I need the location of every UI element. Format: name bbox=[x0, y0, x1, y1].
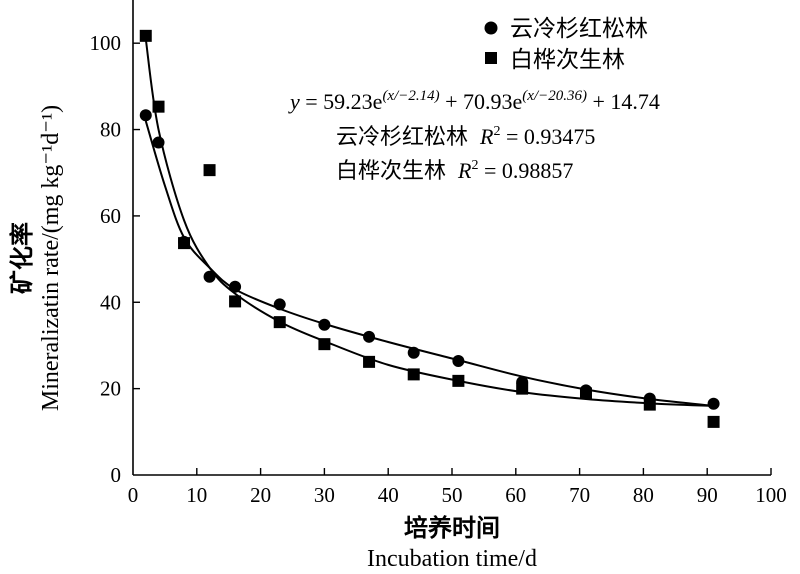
data-point-series-2 bbox=[318, 338, 331, 351]
fit-equation: y = 59.23e(x/−2.14) + 70.93e(x/−20.36) +… bbox=[288, 88, 660, 114]
legend-label-series-1: 云冷杉红松林 bbox=[510, 16, 648, 41]
data-point-series-2 bbox=[363, 355, 376, 368]
data-point-series-1 bbox=[318, 318, 331, 331]
r2-value-2: 0.98857 bbox=[502, 158, 574, 183]
r2-symbol-1: R bbox=[479, 124, 494, 149]
data-point-series-2 bbox=[452, 374, 465, 387]
y-tick-label: 100 bbox=[90, 31, 122, 55]
data-point-series-1 bbox=[229, 280, 242, 293]
y-axis-label-en: Mineralizatin rate/(mg kg⁻¹d⁻¹) bbox=[38, 105, 64, 411]
data-point-series-1 bbox=[139, 109, 152, 122]
legend: 云冷杉红松林 白桦次生林 bbox=[484, 16, 648, 72]
y-axis-label-cn: 矿化率 bbox=[8, 222, 36, 294]
data-point-series-1 bbox=[273, 298, 286, 311]
data-point-series-2 bbox=[139, 29, 152, 42]
x-tick-label: 100 bbox=[755, 483, 787, 507]
data-point-series-2 bbox=[643, 398, 656, 411]
data-points bbox=[139, 29, 720, 428]
data-point-series-2 bbox=[273, 316, 286, 329]
x-tick-label: 30 bbox=[314, 483, 335, 507]
equation-exponent-2: (x/−20.36) bbox=[522, 88, 587, 104]
axes: 0 10 20 30 40 50 60 70 80 90 100 0 20 40 60 80 100 bbox=[90, 0, 787, 507]
x-axis-label-en: Incubation time/d bbox=[367, 546, 537, 572]
equation-part-2: + 70.93e bbox=[440, 89, 523, 114]
data-point-series-2 bbox=[152, 100, 165, 113]
data-point-series-2 bbox=[229, 295, 242, 308]
equation-exponent-1: (x/−2.14) bbox=[382, 88, 439, 104]
r2-symbol-2: R bbox=[457, 158, 472, 183]
x-tick-label: 80 bbox=[633, 483, 654, 507]
data-point-series-1 bbox=[363, 330, 376, 343]
x-axis-label-cn: 培养时间 bbox=[404, 514, 500, 542]
data-point-series-1 bbox=[707, 397, 720, 410]
r2-equals-1: = bbox=[500, 124, 523, 149]
legend-label-series-2: 白桦次生林 bbox=[510, 47, 625, 72]
x-tick-label: 70 bbox=[569, 483, 590, 507]
y-tick-label: 20 bbox=[100, 377, 121, 401]
data-point-series-2 bbox=[516, 382, 529, 395]
r2-annotation-series-1: 云冷杉红松林 R2 = 0.93475 bbox=[336, 124, 595, 149]
equation-y: y bbox=[288, 89, 300, 114]
legend-marker-square bbox=[485, 52, 497, 64]
legend-marker-circle bbox=[484, 21, 498, 35]
data-point-series-1 bbox=[452, 355, 465, 367]
y-tick-label: 60 bbox=[100, 204, 121, 228]
x-tick-label: 90 bbox=[697, 483, 718, 507]
x-tick-label: 20 bbox=[250, 483, 271, 507]
data-point-series-2 bbox=[178, 237, 191, 250]
r2-superscript-1: 2 bbox=[493, 124, 500, 139]
data-point-series-1 bbox=[203, 270, 216, 283]
data-point-series-2 bbox=[707, 415, 720, 428]
x-tick-label: 0 bbox=[128, 483, 139, 507]
data-point-series-1 bbox=[407, 346, 420, 359]
data-point-series-2 bbox=[407, 368, 420, 381]
r2-superscript-2: 2 bbox=[471, 158, 478, 173]
r2-annotation-series-2: 白桦次生林 R2 = 0.98857 bbox=[336, 158, 573, 183]
r2-series-name-1: 云冷杉红松林 bbox=[336, 124, 468, 149]
y-tick-label: 0 bbox=[111, 463, 122, 487]
equation-part-3: + 14.74 bbox=[587, 89, 660, 114]
data-point-series-2 bbox=[579, 387, 592, 400]
x-tick-label: 10 bbox=[186, 483, 207, 507]
x-tick-label: 40 bbox=[378, 483, 399, 507]
r2-value-1: 0.93475 bbox=[524, 124, 596, 149]
x-tick-label: 50 bbox=[442, 483, 463, 507]
y-tick-label: 40 bbox=[100, 290, 121, 314]
x-tick-label: 60 bbox=[505, 483, 526, 507]
data-point-series-2 bbox=[203, 164, 216, 177]
equation-part-1: = 59.23e bbox=[300, 89, 383, 114]
r2-series-name-2: 白桦次生林 bbox=[336, 158, 446, 183]
data-point-series-1 bbox=[152, 136, 165, 149]
y-tick-label: 80 bbox=[100, 118, 121, 142]
r2-equals-2: = bbox=[478, 158, 501, 183]
